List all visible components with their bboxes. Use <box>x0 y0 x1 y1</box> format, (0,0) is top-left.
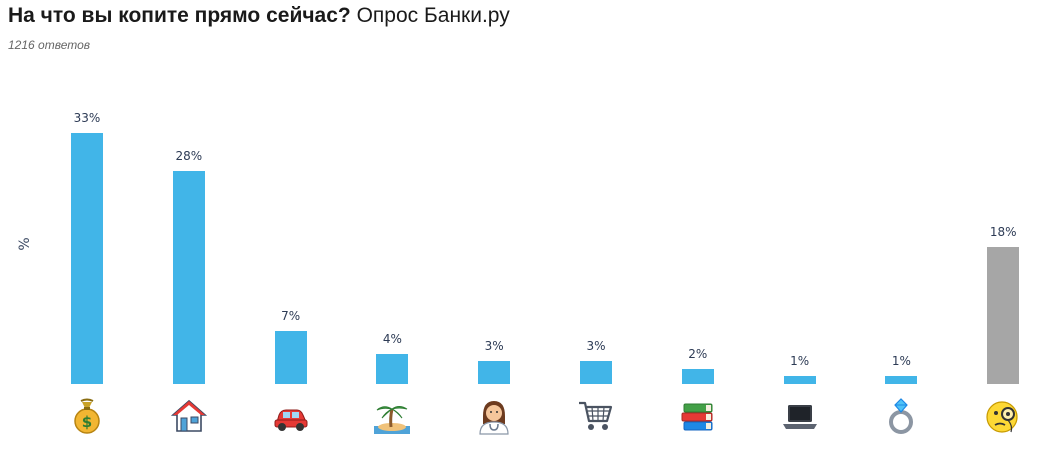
bar <box>681 368 714 384</box>
bar <box>580 361 612 384</box>
bar <box>885 376 918 384</box>
bar <box>172 171 205 384</box>
bar-value-label: 28% <box>175 149 203 164</box>
bar <box>376 353 409 384</box>
bar-value-label: 2% <box>688 346 708 361</box>
bar-value-label: 33% <box>73 111 101 126</box>
bar <box>274 330 307 384</box>
chart-title-source: Опрос Банки.ру <box>356 4 510 27</box>
ring-icon <box>881 396 921 436</box>
doctor-icon <box>474 396 514 436</box>
bar-value-label: 7% <box>281 308 301 323</box>
bar <box>987 247 1020 384</box>
shopping-cart-icon <box>576 396 616 436</box>
bar <box>783 376 816 384</box>
monocle-face-icon <box>983 396 1023 436</box>
laptop-icon <box>780 396 820 436</box>
car-icon <box>271 396 311 436</box>
bar <box>71 133 103 384</box>
money-bag-icon: $ <box>67 396 107 436</box>
chart-title: На что вы копите прямо сейчас? Опрос Бан… <box>8 4 510 28</box>
bar-value-label: 1% <box>891 354 911 369</box>
chart-title-question: На что вы копите прямо сейчас? <box>8 4 351 27</box>
house-icon <box>169 396 209 436</box>
y-axis-label: % <box>17 237 33 251</box>
svg-text:$: $ <box>82 413 92 431</box>
books-icon <box>678 396 718 436</box>
bar <box>478 361 511 384</box>
bar-value-label: 3% <box>586 339 606 354</box>
bar-value-label: 4% <box>382 331 402 346</box>
chart-subtitle: 1216 ответов <box>8 38 91 52</box>
bar-value-label: 3% <box>484 339 504 354</box>
island-icon <box>372 396 412 436</box>
bar-value-label: 18% <box>989 225 1017 240</box>
bar-value-label: 1% <box>790 354 810 369</box>
